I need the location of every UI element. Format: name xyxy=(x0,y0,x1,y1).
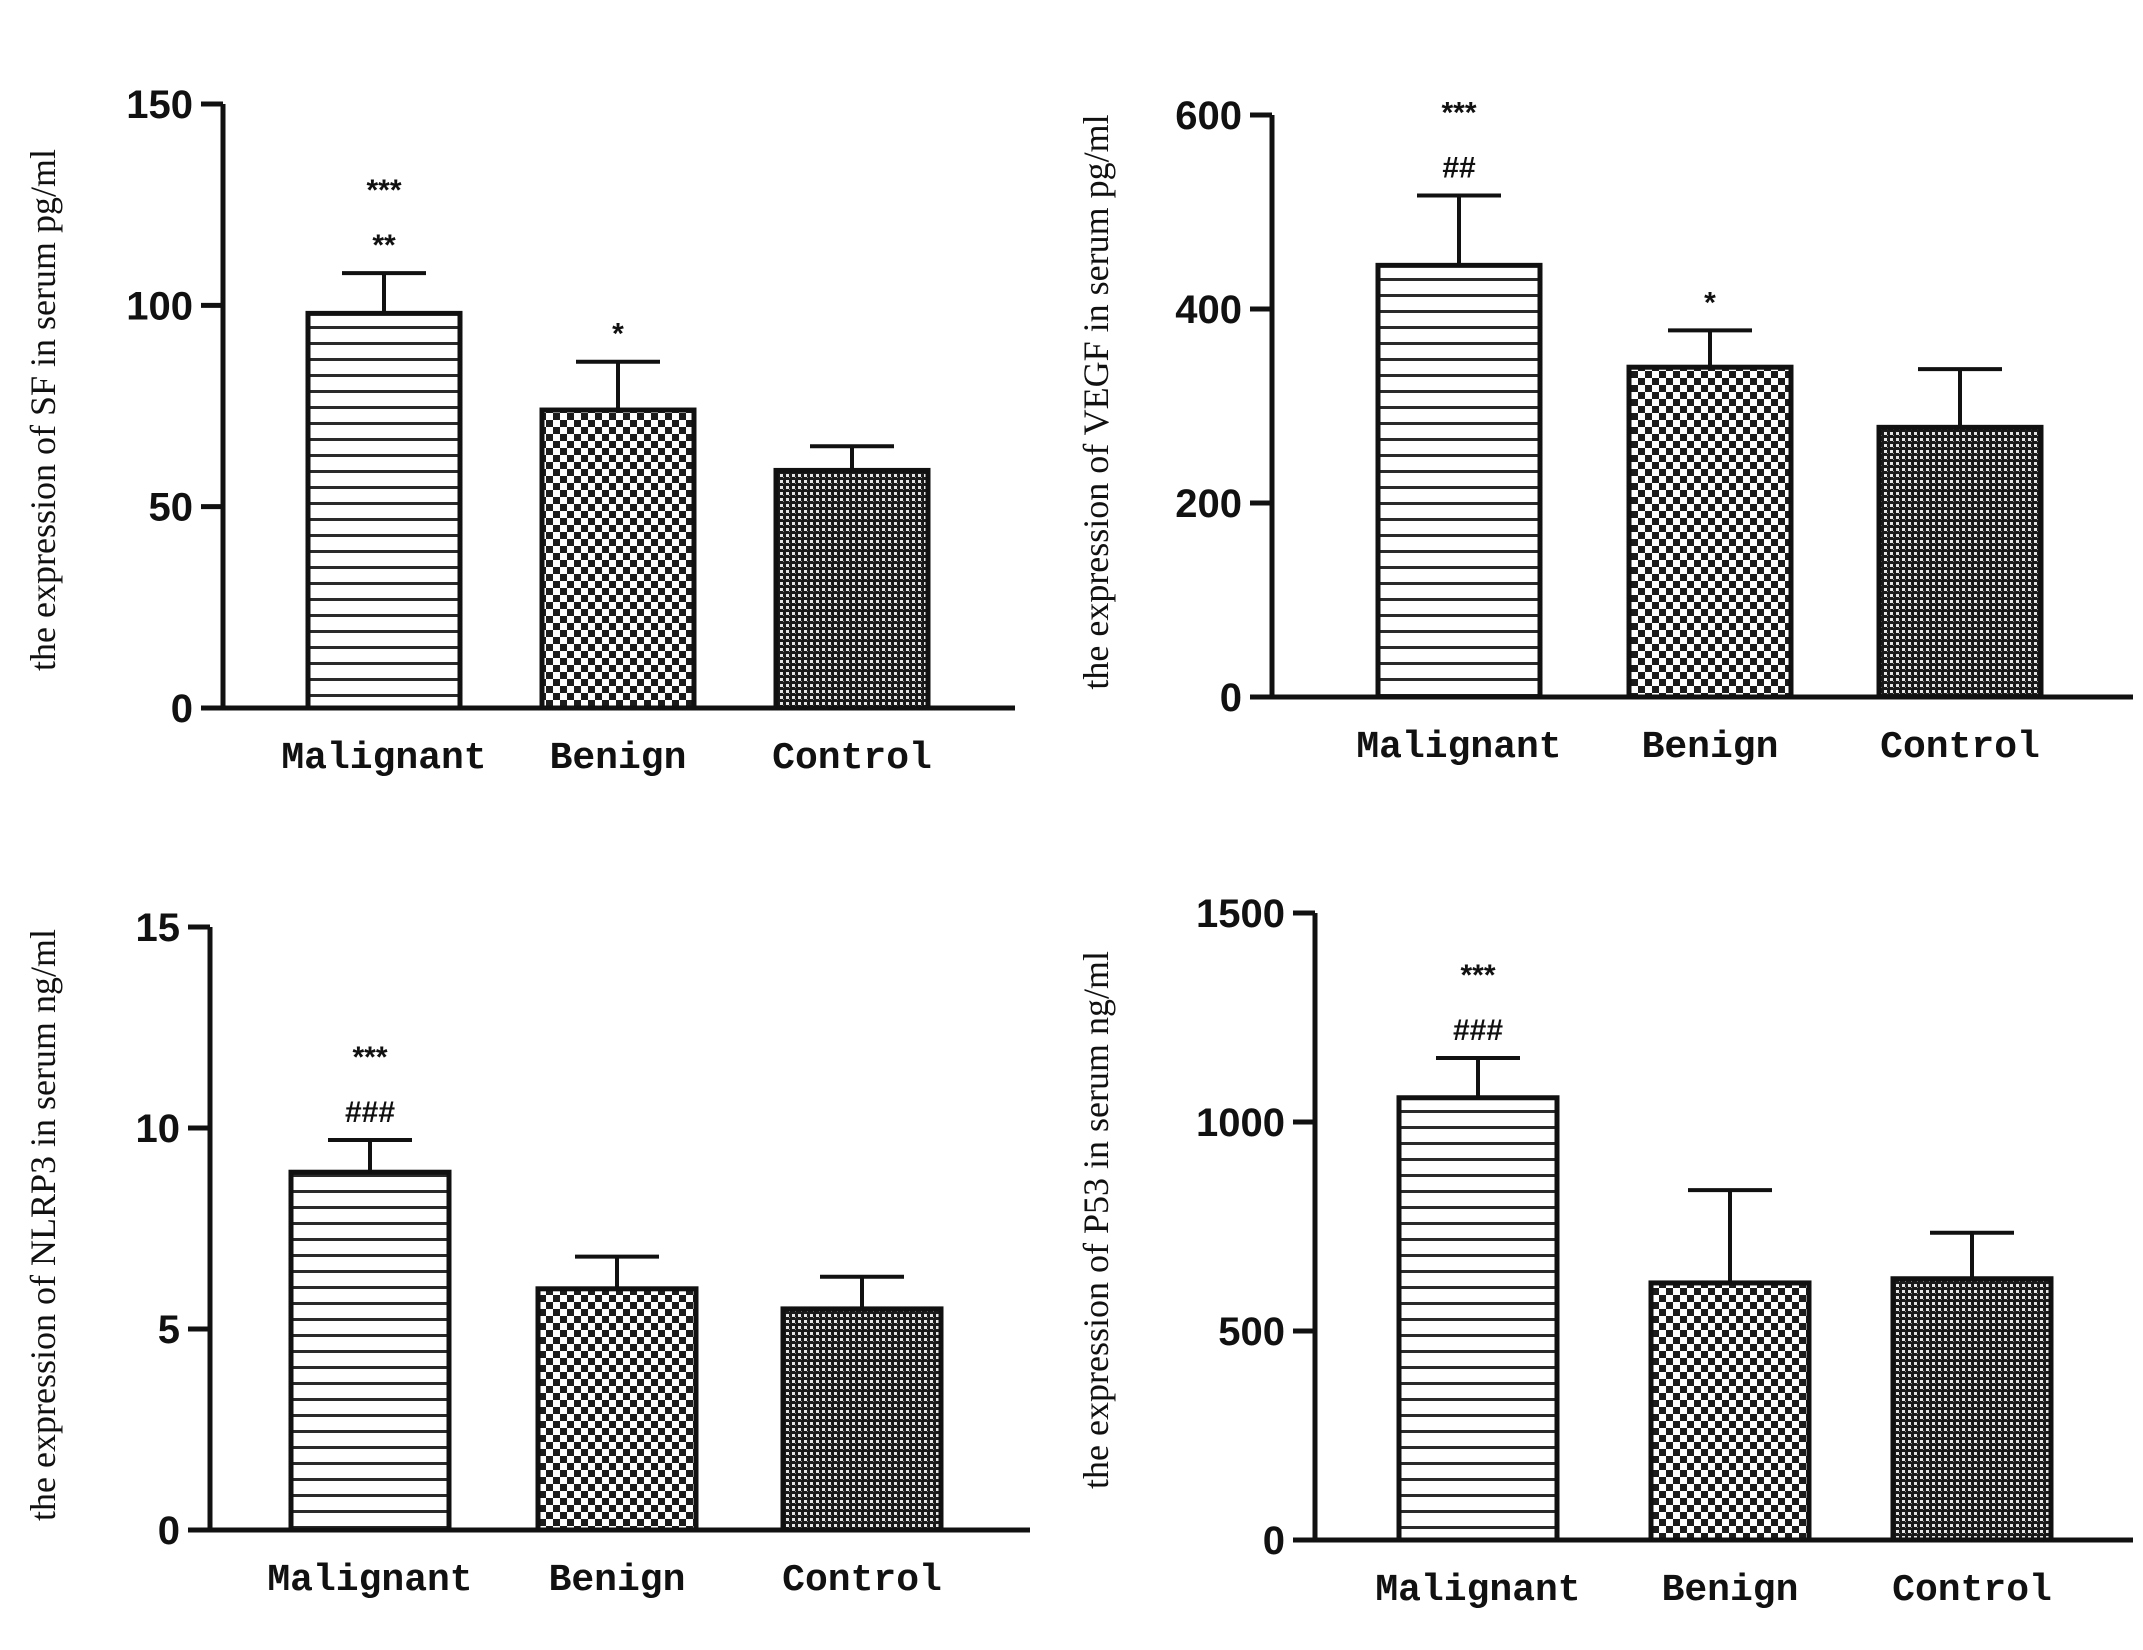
y-axis-title: the expression of NLRP3 in serum ng/ml xyxy=(23,929,63,1521)
bar xyxy=(780,1306,944,1533)
x-category-label: Control xyxy=(782,1559,942,1602)
x-category-label: Malignant xyxy=(281,737,486,780)
bar-group-control: Control xyxy=(780,1274,944,1602)
bar xyxy=(1375,262,1543,700)
y-tick-label: 5 xyxy=(158,1308,180,1352)
x-category-label: Benign xyxy=(1662,1569,1799,1612)
x-category-label: Malignant xyxy=(1356,726,1561,769)
x-category-label: Control xyxy=(772,737,932,780)
y-tick-label: 500 xyxy=(1218,1310,1285,1354)
y-tick-label: 1500 xyxy=(1196,892,1285,936)
chart-panel-3: 0 5 10 15 the expression of NLRP3 in serum n… xyxy=(23,906,1030,1602)
significance-label: ** xyxy=(372,229,396,262)
y-tick-label: 100 xyxy=(126,284,193,328)
y-tick-label: 15 xyxy=(136,906,181,950)
chart-panel-1: 0 50 100 150 the expression of SF in serum p… xyxy=(23,83,1015,780)
bar-group-benign: * Benign xyxy=(539,318,697,780)
y-axis-title: the expression of SF in serum pg/ml xyxy=(23,149,63,671)
y-tick-label: 10 xyxy=(136,1107,181,1151)
y-tick-label: 200 xyxy=(1175,482,1242,526)
chart-panel-2: 0 200 400 600 the expression of VEGF in seru… xyxy=(1076,94,2133,769)
y-tick-label: 0 xyxy=(171,687,193,731)
bar xyxy=(773,467,931,711)
y-axis-title: the expression of VEGF in serum pg/ml xyxy=(1076,114,1116,689)
significance-label: ### xyxy=(345,1096,395,1129)
y-tick-label: 1000 xyxy=(1196,1101,1285,1145)
bar-group-control: Control xyxy=(1890,1230,2054,1612)
y-tick-label: 0 xyxy=(1220,676,1242,720)
bar-group-benign: Benign xyxy=(1648,1188,1812,1612)
significance-label: ### xyxy=(1453,1014,1503,1047)
bar-group-benign: * Benign xyxy=(1626,286,1794,769)
significance-label: * xyxy=(1704,286,1716,319)
significance-label: ## xyxy=(1442,152,1476,185)
y-tick-label: 0 xyxy=(1263,1519,1285,1563)
bar xyxy=(1876,424,2044,700)
bar xyxy=(539,407,697,711)
bar xyxy=(305,310,463,711)
y-tick-label: 150 xyxy=(126,83,193,127)
significance-label: *** xyxy=(1441,97,1476,130)
y-axis-title: the expression of P53 in serum ng/ml xyxy=(1076,951,1116,1489)
x-category-label: Malignant xyxy=(267,1559,472,1602)
bar-group-malignant: *** ## Malignant xyxy=(1356,97,1561,769)
significance-label: *** xyxy=(1460,959,1495,992)
bar-group-malignant: *****Malignant xyxy=(281,174,486,780)
bar xyxy=(1396,1095,1560,1543)
bar xyxy=(1648,1280,1812,1543)
bar-group-malignant: *** ### Malignant xyxy=(1375,959,1580,1612)
bar-group-control: Control xyxy=(772,444,932,780)
y-tick-label: 50 xyxy=(149,486,194,530)
bar xyxy=(535,1286,699,1533)
y-tick-label: 0 xyxy=(158,1509,180,1553)
x-category-label: Control xyxy=(1892,1569,2052,1612)
x-category-label: Benign xyxy=(549,1559,686,1602)
x-category-label: Benign xyxy=(1642,726,1779,769)
significance-label: * xyxy=(612,318,624,351)
bar xyxy=(1890,1276,2054,1543)
bar-group-benign: Benign xyxy=(535,1254,699,1602)
bar xyxy=(1626,364,1794,700)
y-tick-label: 400 xyxy=(1175,288,1242,332)
bar-group-malignant: *** ### Malignant xyxy=(267,1041,472,1602)
chart-panel-4: 0 500 1000 1500 the expression of P53 in ser… xyxy=(1076,892,2133,1612)
bar xyxy=(288,1169,452,1533)
x-category-label: Benign xyxy=(550,737,687,780)
x-category-label: Control xyxy=(1880,726,2040,769)
x-category-label: Malignant xyxy=(1375,1569,1580,1612)
significance-label: *** xyxy=(366,174,401,207)
bar-group-control: Control xyxy=(1876,367,2044,769)
significance-label: *** xyxy=(352,1041,387,1074)
y-tick-label: 600 xyxy=(1175,94,1242,138)
